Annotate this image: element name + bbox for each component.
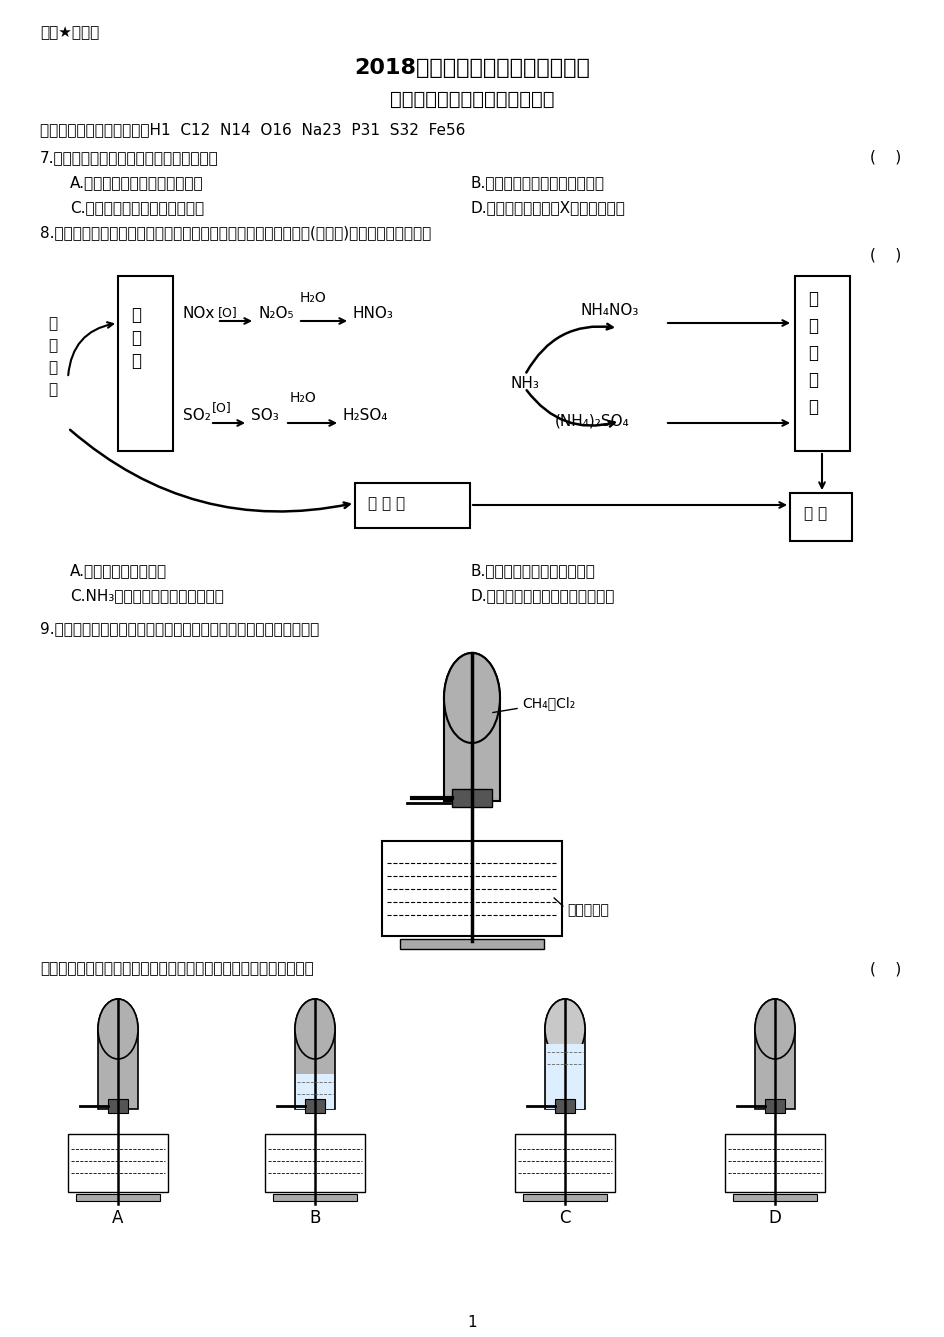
Text: D.雾霧的形成与过度施用氮肃有关: D.雾霧的形成与过度施用氮肃有关 bbox=[469, 588, 614, 603]
Text: 气: 气 bbox=[131, 306, 141, 324]
FancyBboxPatch shape bbox=[444, 698, 499, 801]
Text: 8.研究表明，氮氧化物和二氧化硫在形成雾霧时与大气中的氨有关(如下图)。下列叙述错误的是: 8.研究表明，氮氧化物和二氧化硫在形成雾霧时与大气中的氨有关(如下图)。下列叙述… bbox=[40, 225, 430, 241]
Text: 物: 物 bbox=[131, 352, 141, 370]
FancyBboxPatch shape bbox=[305, 1099, 325, 1112]
Ellipse shape bbox=[295, 999, 334, 1059]
Text: A.碳酸钓可用于去除餐具的油污: A.碳酸钓可用于去除餐具的油污 bbox=[70, 175, 203, 190]
FancyBboxPatch shape bbox=[754, 1029, 794, 1108]
Text: 颗 粒 物: 颗 粒 物 bbox=[367, 496, 405, 511]
FancyBboxPatch shape bbox=[355, 483, 469, 528]
Ellipse shape bbox=[98, 999, 138, 1059]
Text: NOx: NOx bbox=[183, 306, 215, 321]
Text: 体: 体 bbox=[131, 329, 141, 348]
Text: C.氢氧化铝可用于中和过多胃酸: C.氢氧化铝可用于中和过多胃酸 bbox=[70, 201, 204, 215]
Text: 燃: 燃 bbox=[48, 360, 57, 374]
Ellipse shape bbox=[295, 999, 334, 1059]
Text: 1: 1 bbox=[466, 1316, 477, 1330]
FancyBboxPatch shape bbox=[724, 1134, 824, 1193]
Text: D.碳酸鑙可用于胃肠X射线造影检查: D.碳酸鑙可用于胃肠X射线造影检查 bbox=[469, 201, 624, 215]
Text: 绝密★启用前: 绝密★启用前 bbox=[40, 25, 99, 40]
Text: (NH₄)₂SO₄: (NH₄)₂SO₄ bbox=[554, 413, 629, 428]
Text: B.漂白粉可用于生活用水的消毒: B.漂白粉可用于生活用水的消毒 bbox=[469, 175, 603, 190]
Text: 无: 无 bbox=[807, 290, 818, 308]
Text: C.NH₃是形成无机颗粒物的傅化剂: C.NH₃是形成无机颗粒物的傅化剂 bbox=[70, 588, 224, 603]
FancyBboxPatch shape bbox=[68, 1134, 168, 1193]
Text: 烧: 烧 bbox=[48, 382, 57, 397]
Text: HNO₃: HNO₃ bbox=[353, 306, 394, 321]
Text: 2018年普通高等学校全国统一考试: 2018年普通高等学校全国统一考试 bbox=[354, 57, 589, 78]
Text: (    ): ( ) bbox=[869, 150, 901, 164]
FancyBboxPatch shape bbox=[546, 1044, 583, 1108]
Text: (    ): ( ) bbox=[869, 961, 901, 976]
Ellipse shape bbox=[545, 999, 584, 1059]
Text: SO₃: SO₃ bbox=[251, 408, 278, 422]
FancyBboxPatch shape bbox=[514, 1134, 615, 1193]
Text: H₂SO₄: H₂SO₄ bbox=[343, 408, 388, 422]
FancyBboxPatch shape bbox=[399, 939, 544, 949]
Text: SO₂: SO₂ bbox=[183, 408, 211, 422]
Text: N₂O₅: N₂O₅ bbox=[258, 306, 294, 321]
Text: (    ): ( ) bbox=[869, 247, 901, 263]
FancyBboxPatch shape bbox=[118, 275, 173, 451]
Ellipse shape bbox=[444, 652, 499, 743]
Text: 粒: 粒 bbox=[807, 370, 818, 389]
Text: [O]: [O] bbox=[211, 401, 231, 414]
Text: 燃: 燃 bbox=[48, 316, 57, 332]
Text: 饱和食盐水: 饱和食盐水 bbox=[566, 902, 608, 917]
FancyBboxPatch shape bbox=[381, 841, 562, 936]
FancyBboxPatch shape bbox=[98, 1029, 138, 1108]
FancyBboxPatch shape bbox=[76, 1194, 160, 1201]
FancyBboxPatch shape bbox=[733, 1194, 817, 1201]
Text: 7.化学与生活密切相关，下列说法错误的是: 7.化学与生活密切相关，下列说法错误的是 bbox=[40, 150, 218, 164]
FancyBboxPatch shape bbox=[789, 493, 851, 541]
FancyBboxPatch shape bbox=[108, 1099, 127, 1112]
Ellipse shape bbox=[545, 999, 584, 1059]
FancyBboxPatch shape bbox=[794, 275, 849, 451]
Text: 雾 霧: 雾 霧 bbox=[803, 505, 826, 521]
FancyBboxPatch shape bbox=[451, 789, 492, 808]
Text: NH₃: NH₃ bbox=[510, 376, 538, 390]
Text: 理科综合能力测试（化学部分）: 理科综合能力测试（化学部分） bbox=[389, 90, 554, 110]
Text: 颗: 颗 bbox=[807, 344, 818, 362]
Text: 9.实验室中用如图所示的装置进行甲烷与氯气在光照下反应的实验。: 9.实验室中用如图所示的装置进行甲烷与氯气在光照下反应的实验。 bbox=[40, 620, 319, 636]
FancyBboxPatch shape bbox=[295, 1074, 333, 1108]
Text: 光照下反应一段时间后，下列装置示意图中能正确反映实验现象的是: 光照下反应一段时间后，下列装置示意图中能正确反映实验现象的是 bbox=[40, 961, 313, 976]
Text: C: C bbox=[559, 1209, 570, 1227]
Text: H₂O: H₂O bbox=[299, 291, 327, 305]
FancyBboxPatch shape bbox=[522, 1194, 606, 1201]
Text: D: D bbox=[767, 1209, 781, 1227]
Text: B: B bbox=[309, 1209, 320, 1227]
Text: NH₄NO₃: NH₄NO₃ bbox=[580, 303, 638, 318]
Text: 料: 料 bbox=[48, 338, 57, 353]
FancyBboxPatch shape bbox=[545, 1029, 584, 1108]
Text: 物: 物 bbox=[807, 398, 818, 416]
Text: 可能用到的相对原子质量：H1  C12  N14  O16  Na23  P31  S32  Fe56: 可能用到的相对原子质量：H1 C12 N14 O16 Na23 P31 S32 … bbox=[40, 122, 464, 136]
Text: H₂O: H₂O bbox=[290, 390, 316, 405]
Text: A: A bbox=[112, 1209, 124, 1227]
FancyBboxPatch shape bbox=[264, 1134, 364, 1193]
FancyBboxPatch shape bbox=[295, 1029, 334, 1108]
FancyBboxPatch shape bbox=[765, 1099, 784, 1112]
Text: 机: 机 bbox=[807, 317, 818, 336]
Ellipse shape bbox=[444, 652, 499, 743]
FancyBboxPatch shape bbox=[273, 1194, 357, 1201]
Text: A.雾和霧的分散剂相同: A.雾和霧的分散剂相同 bbox=[70, 563, 167, 578]
Text: B.雾霧中含有础酸铵和硫酸铵: B.雾霧中含有础酸铵和硫酸铵 bbox=[469, 563, 594, 578]
Text: CH₄和Cl₂: CH₄和Cl₂ bbox=[521, 697, 575, 710]
FancyBboxPatch shape bbox=[554, 1099, 574, 1112]
Ellipse shape bbox=[754, 999, 794, 1059]
Ellipse shape bbox=[98, 999, 138, 1059]
Text: [O]: [O] bbox=[218, 306, 238, 320]
Ellipse shape bbox=[754, 999, 794, 1059]
